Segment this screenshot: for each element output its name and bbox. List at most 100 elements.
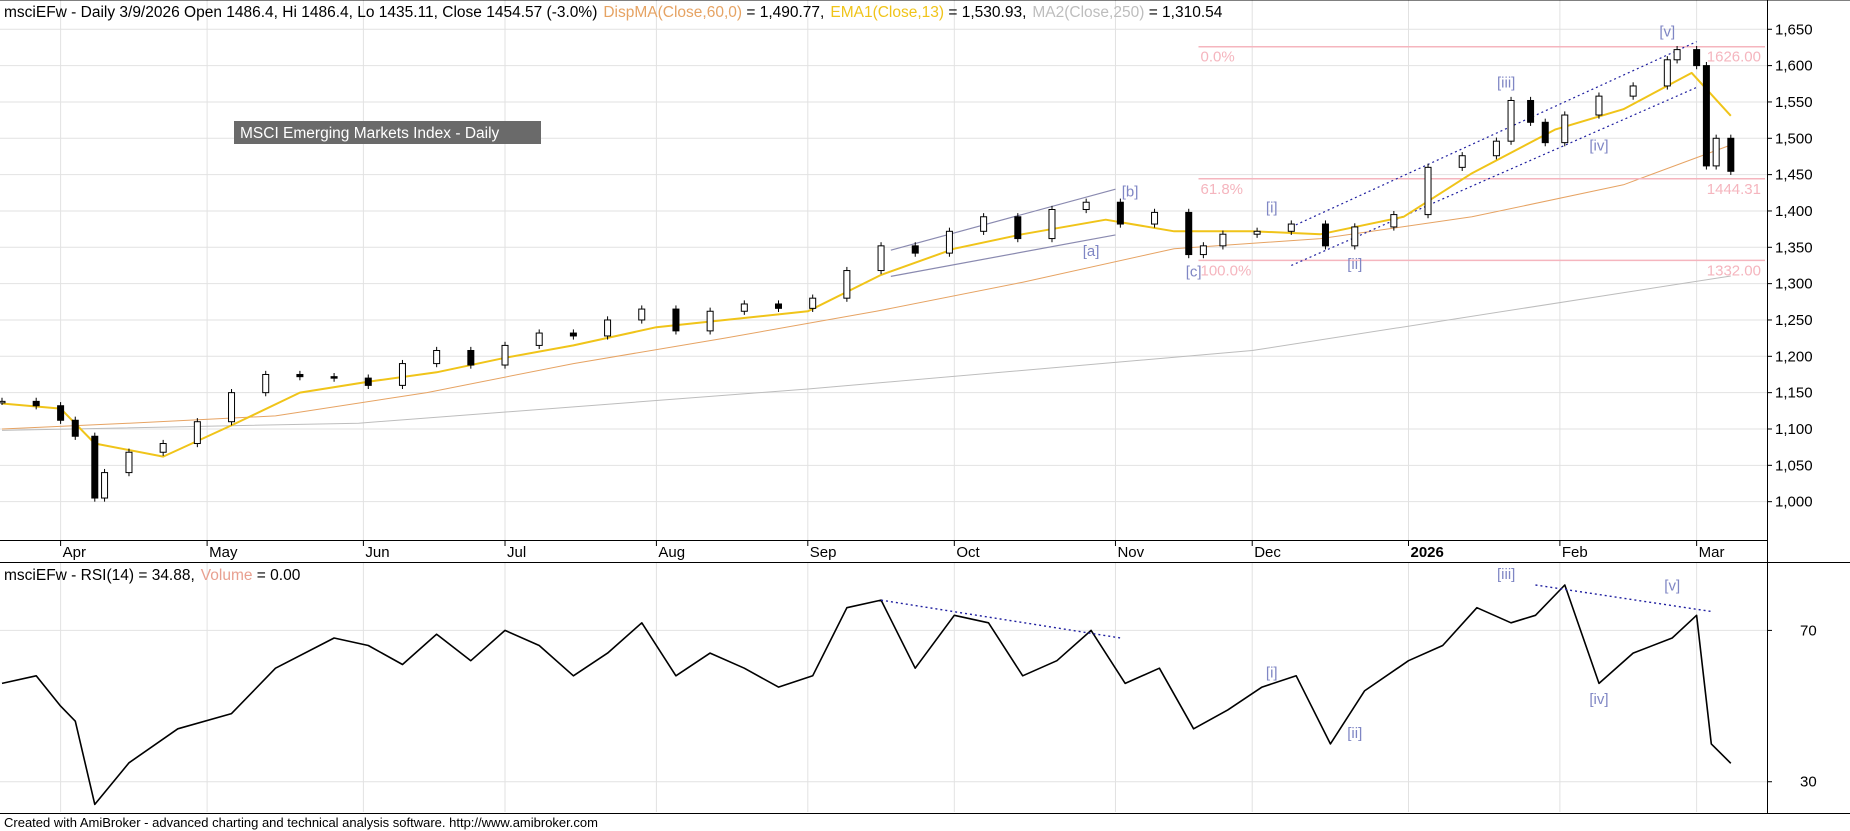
volume-label: Volume — [201, 567, 253, 584]
wave-label: [v] — [1659, 24, 1675, 41]
candle-body — [740, 303, 748, 312]
x-tick-label: Dec — [1254, 544, 1281, 561]
wave-label: [a] — [1083, 243, 1100, 260]
ma2-value: = 1,310.54 — [1144, 4, 1222, 21]
ema-value: = 1,530.93, — [944, 4, 1026, 21]
candle-body — [1199, 245, 1207, 256]
candle-body — [1541, 121, 1549, 144]
x-tick-label: 2026 — [1410, 544, 1443, 561]
x-tick-label: Nov — [1117, 544, 1144, 561]
candle-body — [1424, 166, 1432, 216]
candle-body — [1151, 211, 1159, 225]
ma2-label: MA2(Close,250) — [1032, 4, 1144, 21]
dispma-value: = 1,490.77, — [742, 4, 824, 21]
candle-body — [228, 392, 236, 423]
candle-body — [877, 245, 885, 272]
price-y-tick-label: 1,250 — [1775, 312, 1813, 329]
price-header-prefix: msciEFw - Daily 3/9/2026 Open 1486.4, Hi… — [4, 4, 597, 21]
fibonacci-layer: 0.0% 1626.00 61.8% 1444.31 100.0% 1332.00 — [1198, 45, 1765, 279]
candle-body — [1595, 95, 1603, 116]
candle-body — [1116, 201, 1124, 225]
candle-body — [262, 373, 270, 394]
candle-body — [71, 419, 79, 437]
dispma-line-layer — [1, 144, 1731, 430]
footer-credit: Created with AmiBroker - advanced charti… — [4, 815, 598, 830]
price-y-axis: 1,000 1,050 1,100 1,150 1,200 1,250 1,300 1,350… — [1767, 21, 1813, 511]
rsi-wave-label: [i] — [1266, 664, 1278, 681]
price-y-tick-label: 1,600 — [1775, 58, 1813, 75]
x-tick-label: Jul — [507, 544, 526, 561]
candle-body — [1727, 137, 1735, 172]
candle-body — [1702, 65, 1710, 167]
candle-body — [330, 376, 338, 379]
price-trendline — [890, 188, 1116, 251]
fib-price-label: 1626.00 — [1707, 49, 1761, 66]
candle-body — [193, 421, 201, 445]
candle-body — [467, 349, 475, 366]
x-tick-label: Jun — [365, 544, 389, 561]
volume-value: = 0.00 — [253, 567, 301, 584]
wave-label: [iii] — [1497, 74, 1515, 91]
x-tick-label: Mar — [1699, 544, 1725, 561]
wave-label: [b] — [1122, 183, 1139, 200]
candlestick-layer — [0, 45, 1735, 502]
rsi-wave-label: [iv] — [1589, 691, 1608, 708]
candle-body — [1629, 85, 1637, 97]
price-y-tick-label: 1,400 — [1775, 203, 1813, 220]
price-y-tick-label: 1,200 — [1775, 348, 1813, 365]
ma250-line-layer — [1, 275, 1731, 431]
fib-level-label: 100.0% — [1200, 262, 1251, 279]
candle-body — [1561, 114, 1569, 144]
candle-body — [1693, 49, 1701, 67]
wave-label: [ii] — [1347, 256, 1362, 273]
candle-body — [980, 216, 988, 232]
price-y-tick-label: 1,500 — [1775, 130, 1813, 147]
price-y-tick-label: 1,100 — [1775, 421, 1813, 438]
rsi-y-axis: 30 70 — [1767, 622, 1817, 791]
date-x-axis: Apr May Jun Jul Aug Sep Oct Nov Dec 2026 Feb Mar — [60, 540, 1725, 561]
candle-body — [1492, 140, 1500, 157]
price-trendline — [1291, 86, 1697, 267]
wave-label: [iv] — [1589, 138, 1608, 155]
price-trendline — [890, 234, 1116, 277]
candle-body — [32, 400, 40, 407]
fib-price-label: 1332.00 — [1707, 262, 1761, 279]
rsi-header: msciEFw - RSI(14) = 34.88, Volume = 0.00 — [4, 567, 301, 584]
wave-label: [i] — [1266, 199, 1278, 216]
x-tick-label: Apr — [63, 544, 86, 561]
rsi-wave-label: [ii] — [1347, 725, 1362, 742]
rsi-line — [1, 584, 1732, 806]
price-trendline — [1291, 41, 1697, 228]
candle-body — [1390, 214, 1398, 228]
candle-body — [1014, 216, 1022, 240]
rsi-grid — [0, 563, 1767, 812]
candle-body — [398, 363, 406, 386]
price-panel: 0.0% 1626.00 61.8% 1444.31 100.0% 1332.00 [a]… — [0, 0, 1813, 561]
candle-body — [101, 472, 109, 499]
candle-body — [159, 443, 167, 453]
x-tick-label: Feb — [1562, 544, 1588, 561]
rsi-line-layer — [1, 584, 1732, 806]
x-tick-label: Sep — [810, 544, 837, 561]
price-grid — [0, 0, 1767, 540]
rsi-wave-label: [iii] — [1497, 566, 1515, 583]
candle-body — [125, 451, 133, 474]
candle-body — [843, 270, 851, 299]
price-y-tick-label: 1,450 — [1775, 167, 1813, 184]
title-badge — [234, 121, 541, 144]
price-trendlines-layer — [890, 41, 1697, 277]
candle-body — [1287, 223, 1295, 232]
candle-body — [604, 319, 612, 337]
price-y-tick-label: 1,300 — [1775, 276, 1813, 293]
candle-body — [1082, 201, 1090, 211]
candle-body — [1253, 230, 1261, 235]
candle-body — [1527, 99, 1535, 123]
x-tick-label: May — [209, 544, 238, 561]
candle-body — [1458, 155, 1466, 168]
ma250-line — [1, 275, 1731, 431]
rsi-trendline — [880, 599, 1121, 639]
candle-body — [911, 245, 919, 254]
price-header: msciEFw - Daily 3/9/2026 Open 1486.4, Hi… — [4, 4, 1223, 21]
rsi-trendlines-layer — [880, 584, 1712, 639]
